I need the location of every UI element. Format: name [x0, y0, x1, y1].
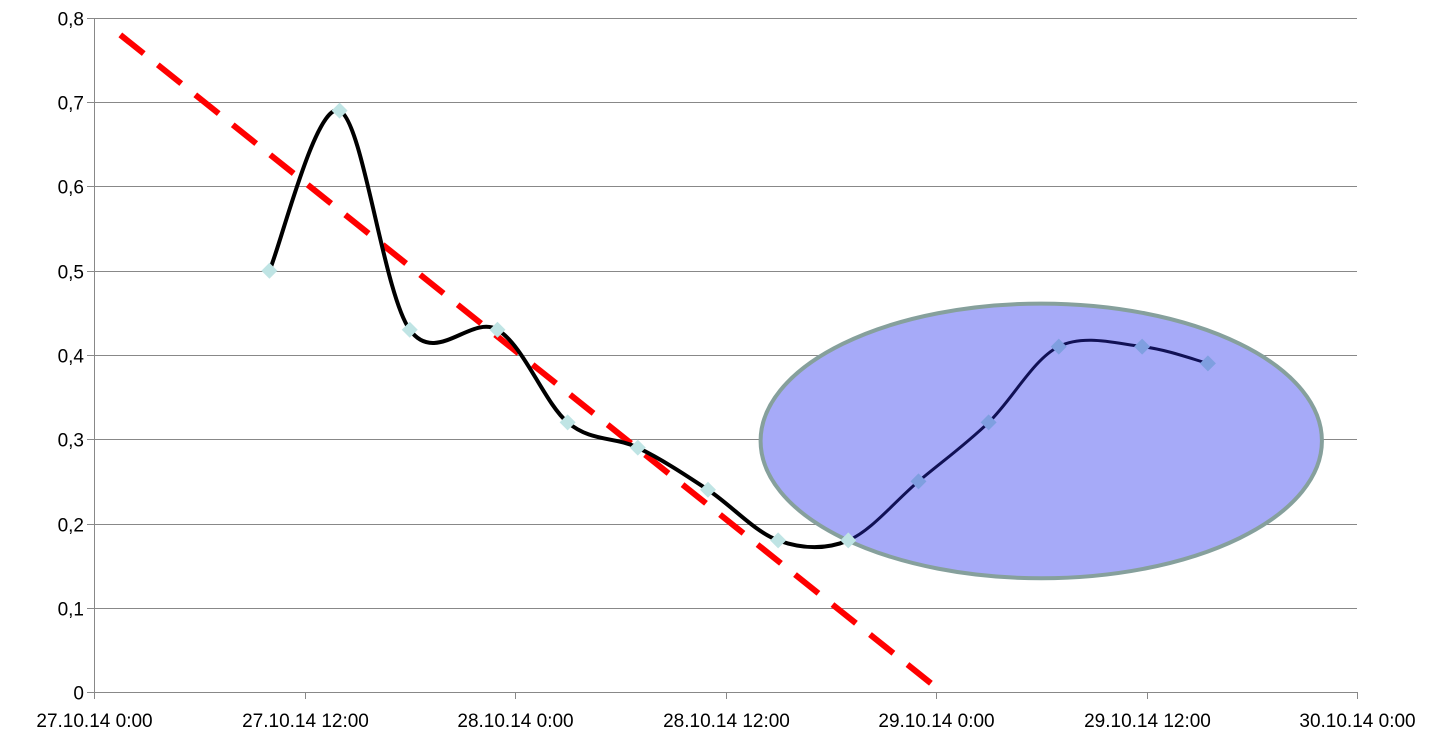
x-tick-label: 29.10.14 12:00 [1084, 711, 1211, 732]
y-tick-label: 0,5 [58, 263, 84, 284]
data-point [261, 263, 277, 279]
y-tick-label: 0,3 [58, 431, 84, 452]
y-tick-label: 0,4 [58, 347, 85, 368]
y-tick-label: 0,7 [58, 94, 84, 115]
y-tick-label: 0,6 [58, 178, 84, 199]
x-tick-label: 28.10.14 0:00 [457, 711, 573, 732]
x-tick-label: 28.10.14 12:00 [663, 711, 790, 732]
y-axis-labels: 0 0,1 0,2 0,3 0,4 0,5 0,6 0,7 0,8 [58, 10, 85, 705]
x-tick-label: 27.10.14 12:00 [242, 711, 369, 732]
x-tick-label: 30.10.14 0:00 [1299, 711, 1415, 732]
y-tick-label: 0,8 [58, 10, 84, 31]
x-tick-label: 29.10.14 0:00 [878, 711, 994, 732]
data-point [770, 532, 786, 548]
y-tick-label: 0,2 [58, 516, 84, 537]
series-line [269, 110, 848, 547]
y-tick-label: 0,1 [58, 600, 84, 621]
x-tick-label: 27.10.14 0:00 [36, 711, 152, 732]
data-point [630, 440, 646, 456]
y-tick-label: 0 [73, 684, 84, 705]
x-axis-labels: 27.10.14 0:00 27.10.14 12:00 28.10.14 0:00… [36, 711, 1415, 732]
